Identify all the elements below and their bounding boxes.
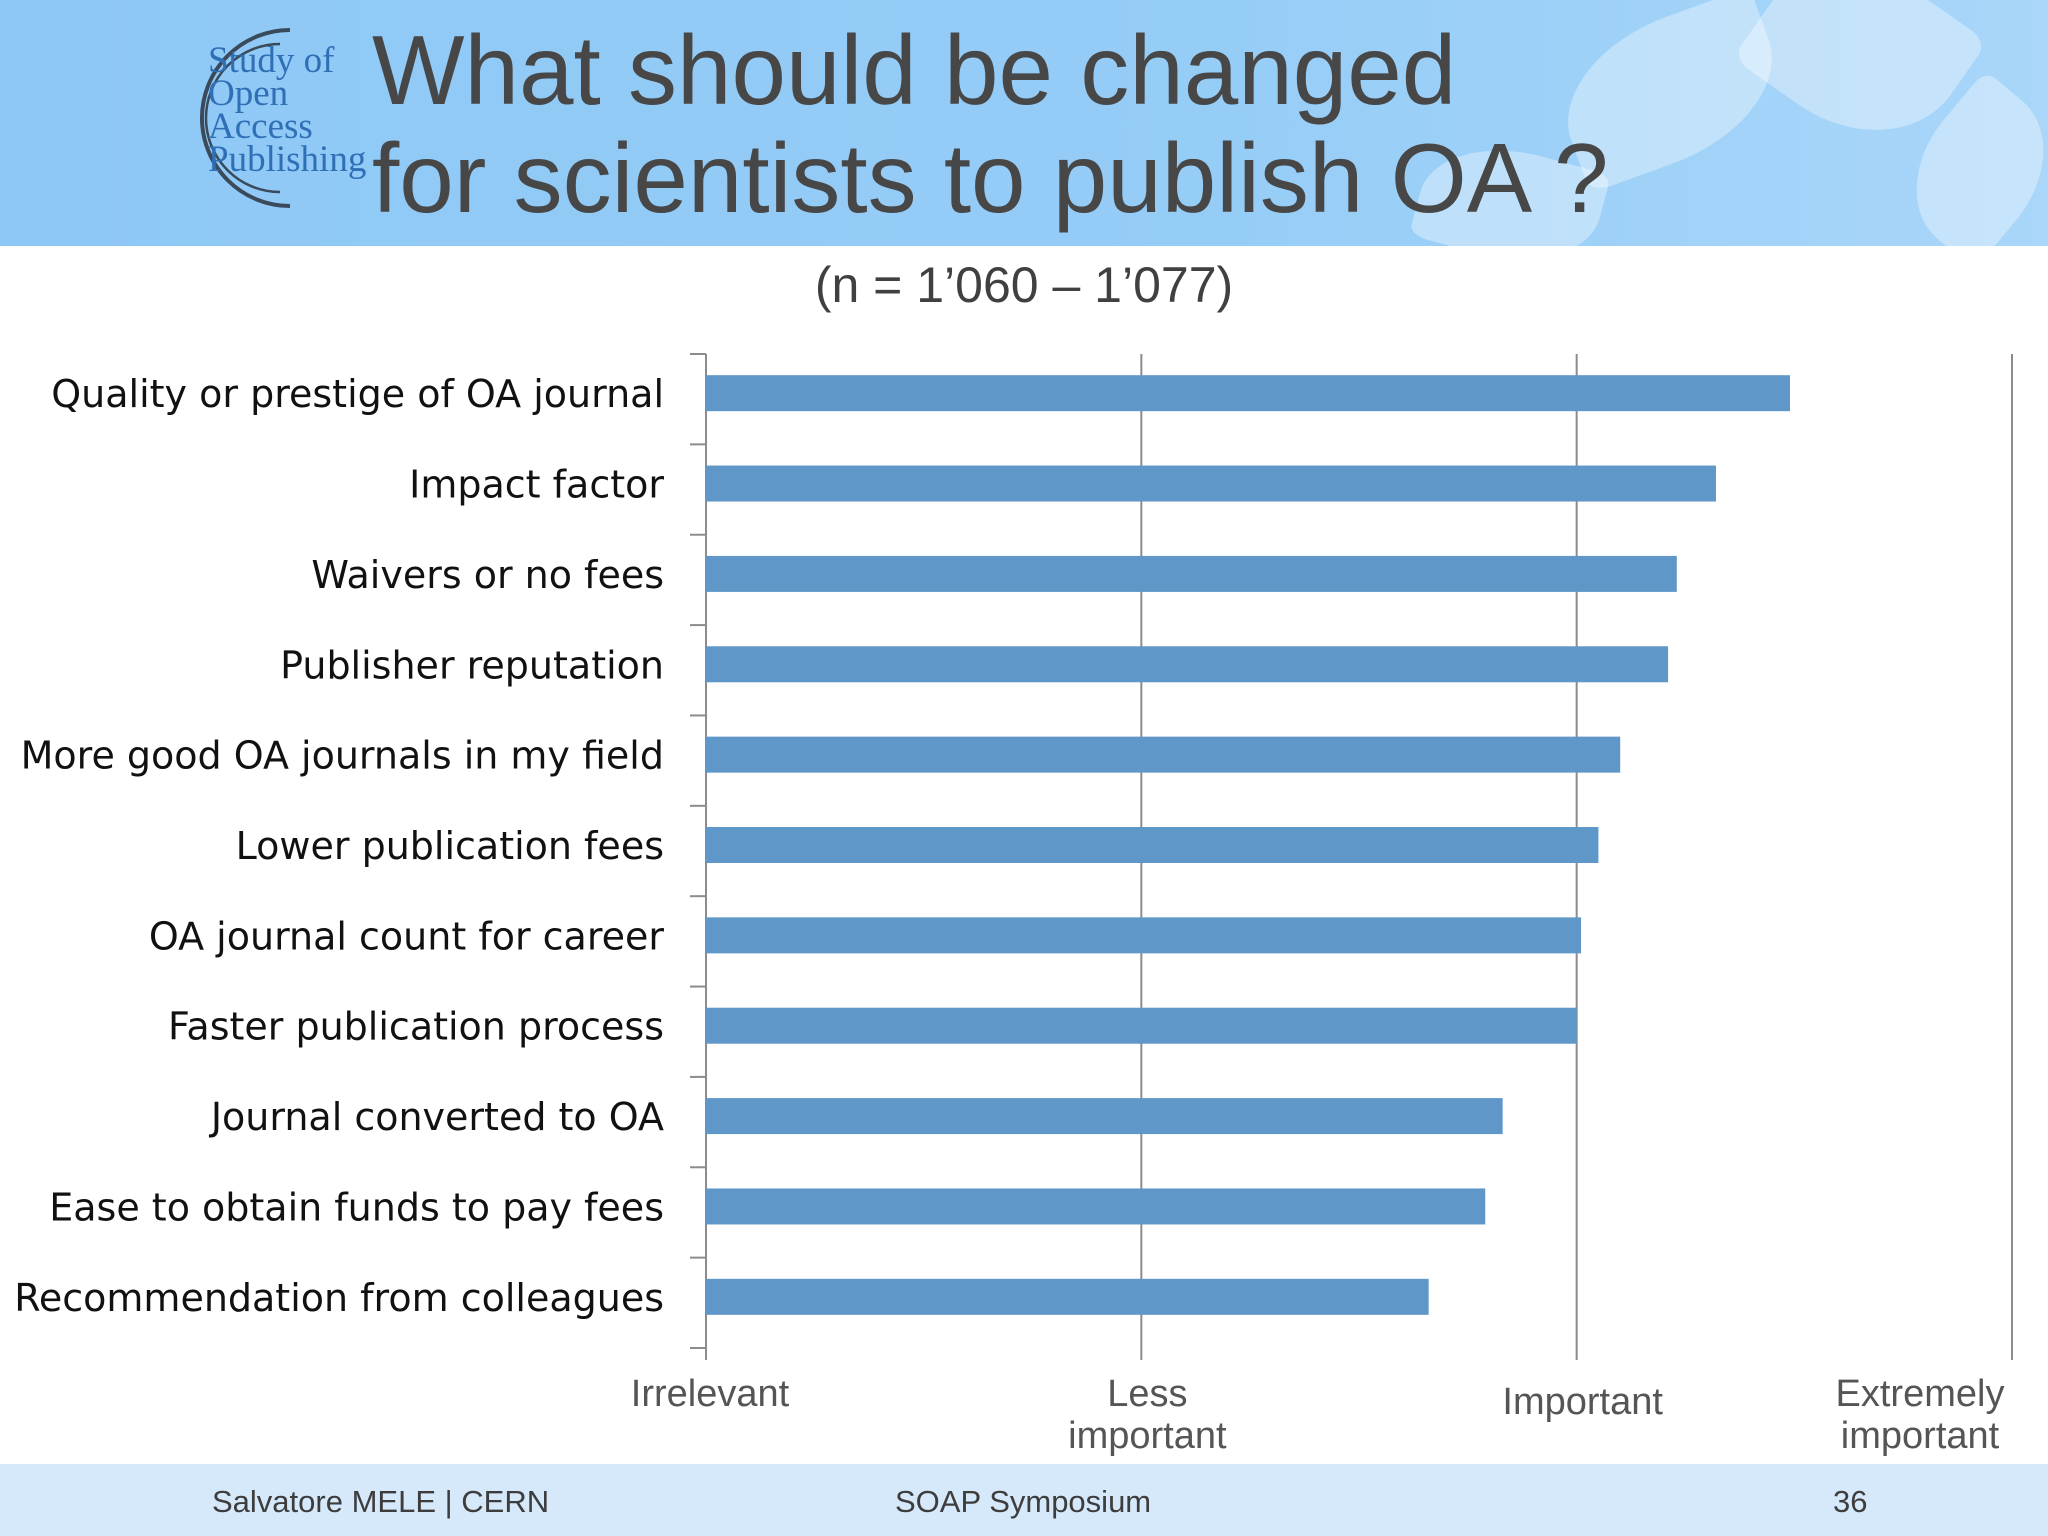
x-tick-label-line: important xyxy=(1068,1415,1227,1457)
bar xyxy=(706,827,1599,863)
x-tick-label-line: Less xyxy=(1107,1373,1187,1415)
x-tick-label-line: Irrelevant xyxy=(631,1373,790,1415)
bar xyxy=(706,1188,1486,1225)
category-label: More good OA journals in my field xyxy=(21,734,664,778)
logo-wordmark: Study of Open Access Publishing xyxy=(208,42,366,178)
category-label: Impact factor xyxy=(409,463,664,507)
slide-footer: Salvatore MELE | CERN SOAP Symposium 36 xyxy=(0,1464,2048,1536)
bar-chart: Quality or prestige of OA journal Impact … xyxy=(14,353,2013,1457)
sample-size-subtitle: (n = 1’060 – 1’077) xyxy=(814,257,1234,313)
category-label: Lower publication fees xyxy=(236,824,664,868)
bar xyxy=(706,375,1790,412)
bar xyxy=(706,917,1582,954)
bar xyxy=(706,465,1716,502)
logo-line: Access xyxy=(208,106,313,147)
bar xyxy=(706,555,1677,592)
footer-author: Salvatore MELE | CERN xyxy=(212,1484,550,1519)
footer-page-number: 36 xyxy=(1833,1484,1868,1519)
slide-header: Study of Open Access Publishing What sho… xyxy=(0,0,2048,246)
x-tick-label: Less important xyxy=(1068,1373,1227,1457)
footer-event: SOAP Symposium xyxy=(895,1484,1152,1519)
slide-title: What should be changed for scientists to… xyxy=(372,16,2012,232)
category-label: Publisher reputation xyxy=(280,643,664,687)
category-label: Ease to obtain funds to pay fees xyxy=(49,1185,664,1229)
logo-line: Study of xyxy=(208,40,335,81)
category-label: OA journal count for career xyxy=(149,914,665,958)
category-label: Journal converted to OA xyxy=(209,1095,664,1139)
x-tick-label: Extremely important xyxy=(1836,1373,2005,1457)
category-label: Quality or prestige of OA journal xyxy=(51,372,664,416)
x-tick-label-line: important xyxy=(1841,1415,2000,1457)
logo-line: Open xyxy=(208,73,289,114)
category-label: Waivers or no fees xyxy=(311,553,664,597)
bar xyxy=(706,1007,1577,1044)
category-label: Faster publication process xyxy=(168,1005,664,1049)
x-tick-label: Irrelevant xyxy=(631,1373,790,1415)
bar xyxy=(706,1278,1429,1315)
x-tick-label: Important xyxy=(1502,1381,1663,1423)
title-line-1: What should be changed xyxy=(372,15,1457,125)
logo-line: Publishing xyxy=(208,139,367,180)
category-label: Recommendation from colleagues xyxy=(14,1276,664,1320)
title-line-2: for scientists to publish OA ? xyxy=(372,123,1609,233)
bar xyxy=(706,646,1669,683)
bar xyxy=(706,1098,1503,1135)
bar xyxy=(706,736,1621,773)
x-tick-label-line: Extremely xyxy=(1836,1373,2005,1415)
x-tick-label-line: Important xyxy=(1502,1381,1663,1423)
soap-logo xyxy=(200,28,291,208)
